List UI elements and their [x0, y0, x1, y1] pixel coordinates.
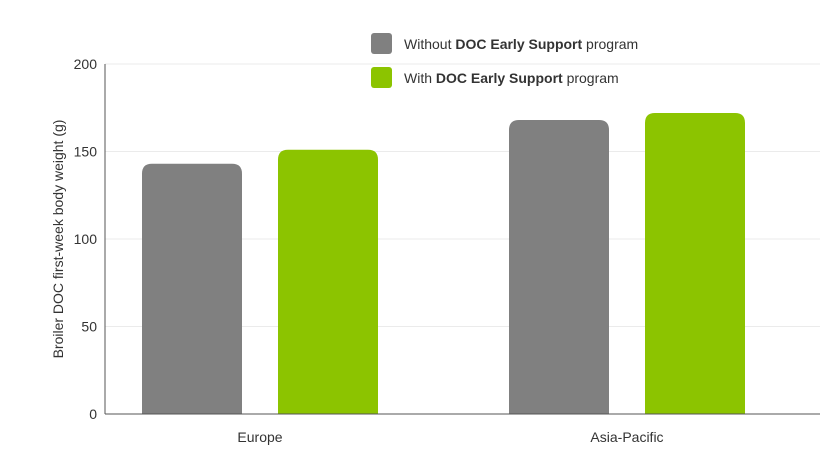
legend-label-part: program: [563, 70, 619, 86]
legend-swatch: [371, 67, 392, 88]
y-tick-label: 150: [74, 144, 98, 160]
y-tick-label: 50: [81, 319, 97, 335]
legend-label-part: With: [404, 70, 436, 86]
bar-without-asia-pacific: [509, 120, 609, 414]
axes: [104, 64, 820, 415]
bar-with-europe: [278, 149, 378, 414]
bar-with-asia-pacific: [645, 113, 745, 414]
legend-item: Without DOC Early Support program: [371, 33, 638, 54]
legend-label: Without DOC Early Support program: [404, 36, 638, 52]
legend-item: With DOC Early Support program: [371, 67, 619, 88]
x-tick-labels: Europe Asia-Pacific: [237, 429, 663, 445]
y-tick-label: 0: [89, 406, 97, 422]
y-tick-label: 200: [74, 56, 98, 72]
x-tick-label: Europe: [237, 429, 282, 445]
legend-label-part: program: [582, 36, 638, 52]
legend-label: With DOC Early Support program: [404, 70, 619, 86]
legend-label-part: DOC Early Support: [436, 70, 563, 86]
y-axis-label: Broiler DOC first-week body weight (g): [50, 120, 66, 359]
legend-label-part: DOC Early Support: [455, 36, 582, 52]
bars: [142, 113, 745, 414]
legend-label-part: Without: [404, 36, 455, 52]
legend-swatch: [371, 33, 392, 54]
bar-without-europe: [142, 163, 242, 414]
y-tick-labels: 0 50 100 150 200: [74, 56, 98, 422]
x-tick-label: Asia-Pacific: [590, 429, 663, 445]
y-tick-label: 100: [74, 231, 98, 247]
